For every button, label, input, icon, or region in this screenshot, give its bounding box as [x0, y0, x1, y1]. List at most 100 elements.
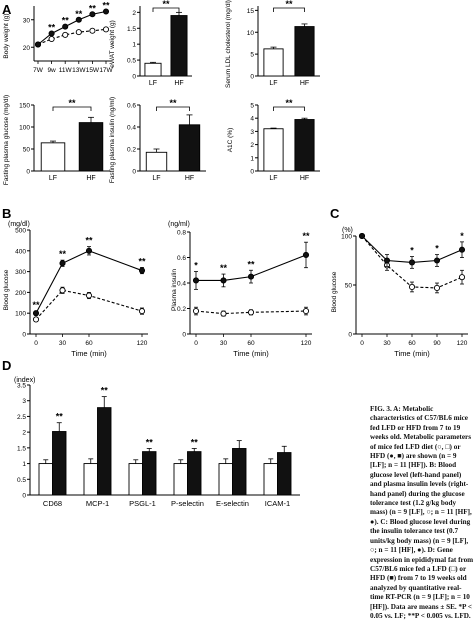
data-point: [102, 8, 110, 15]
data-point: [408, 259, 416, 266]
y-tick-label: 100: [341, 234, 352, 241]
y-tick-label: 1: [132, 42, 136, 49]
y-axis-label: Body weight (g): [3, 13, 10, 58]
data-point: [75, 16, 82, 23]
y-axis-label: Serum LDL cholesterol (mg/dl): [225, 0, 232, 88]
y-axis-label: Fasting plasma glucose (mg/dl): [3, 95, 10, 185]
y-tick-label: 0: [132, 169, 136, 176]
y-tick-label: 1.5: [127, 26, 136, 33]
x-tick-label: HF: [300, 80, 309, 87]
x-tick-label: 0: [360, 340, 364, 347]
x-tick-label: 30: [220, 340, 228, 347]
y-tick-label: 0: [22, 493, 26, 500]
data-point: [102, 26, 110, 33]
data-point: [458, 246, 466, 253]
panel-letter-c: C: [330, 206, 340, 221]
data-point: [85, 292, 93, 299]
data-point: [383, 257, 391, 264]
data-point: [32, 310, 40, 317]
x-tick-label: LF: [49, 175, 57, 182]
panel-letter-b: B: [2, 206, 11, 221]
x-tick-label: 15W: [86, 67, 100, 74]
x-tick-label: 120: [137, 340, 148, 347]
y-tick-label: 30: [23, 17, 31, 24]
data-point: [302, 251, 310, 258]
x-tick-label: E-selectin: [216, 499, 249, 508]
y-tick-label: 300: [15, 269, 26, 276]
y-tick-label: 100: [19, 125, 30, 132]
x-axis-label: Time (min): [394, 349, 430, 358]
y-tick-label: 0: [132, 74, 136, 81]
y-tick-label: 0.8: [177, 230, 186, 237]
data-point: [59, 260, 66, 267]
data-point: [62, 31, 69, 38]
y-tick-label: 0.4: [177, 281, 186, 288]
y-tick-label: 0.4: [127, 125, 136, 132]
x-tick-label: 0: [194, 340, 198, 347]
y-tick-label: 5: [250, 52, 254, 59]
data-point: [32, 316, 40, 323]
y-tick-label: 0.6: [177, 255, 186, 262]
x-tick-label: HF: [185, 175, 194, 182]
x-tick-label: LF: [149, 80, 157, 87]
x-tick-label: LF: [269, 80, 277, 87]
bar: [38, 463, 53, 496]
significance-label: **: [48, 23, 56, 33]
bar: [277, 452, 292, 496]
y-tick-label: 100: [15, 311, 26, 318]
x-tick-label: 7W: [33, 67, 44, 74]
y-tick-label: 15: [247, 8, 255, 15]
y-tick-label: 0.5: [127, 58, 136, 65]
bar: [97, 407, 112, 496]
significance-label: **: [247, 259, 255, 269]
significance-label: *: [410, 246, 414, 256]
significance-label: **: [59, 249, 67, 259]
significance-label: **: [220, 263, 228, 273]
bar: [187, 451, 202, 496]
y-tick-label: 1.5: [17, 445, 26, 452]
y-tick-label: 3: [250, 129, 254, 136]
significance-label: **: [68, 98, 76, 108]
bar: [145, 151, 168, 172]
data-point: [433, 257, 441, 264]
significance-label: **: [146, 437, 154, 447]
panel-letter-a: A: [2, 2, 12, 17]
bar: [144, 62, 162, 77]
y-tick-label: 2: [22, 430, 26, 437]
data-point: [59, 287, 66, 294]
significance-label: **: [285, 98, 293, 108]
significance-label: **: [62, 16, 70, 26]
series-line: [35, 250, 143, 314]
x-tick-label: P-selectin: [171, 499, 204, 508]
x-tick-label: 60: [408, 340, 416, 347]
bar: [78, 122, 104, 172]
y-axis-label: Blood glucose: [331, 271, 338, 312]
y-tick-label: 10: [247, 30, 255, 37]
significance-label: **: [101, 386, 109, 396]
data-point: [433, 284, 441, 291]
significance-bracket: [152, 7, 180, 12]
significance-label: **: [102, 1, 110, 11]
bar: [52, 431, 67, 496]
panel-letter-d: D: [2, 358, 11, 373]
data-point: [75, 29, 82, 36]
series-line: [195, 310, 307, 315]
data-point: [458, 274, 466, 281]
data-point: [138, 308, 146, 315]
data-point: [34, 41, 42, 48]
x-tick-label: PSGL-1: [129, 499, 156, 508]
data-point: [220, 277, 227, 284]
significance-label: **: [191, 437, 199, 447]
data-point: [220, 310, 227, 317]
significance-label: **: [162, 0, 170, 9]
y-tick-label: 4: [250, 116, 254, 123]
y-tick-label: 2: [250, 142, 254, 149]
y-tick-label: 1: [250, 155, 254, 162]
data-point: [62, 23, 69, 30]
x-tick-label: 120: [301, 340, 312, 347]
data-point: [192, 277, 200, 284]
data-point: [358, 232, 366, 240]
bar: [128, 463, 143, 496]
bar: [263, 48, 284, 77]
